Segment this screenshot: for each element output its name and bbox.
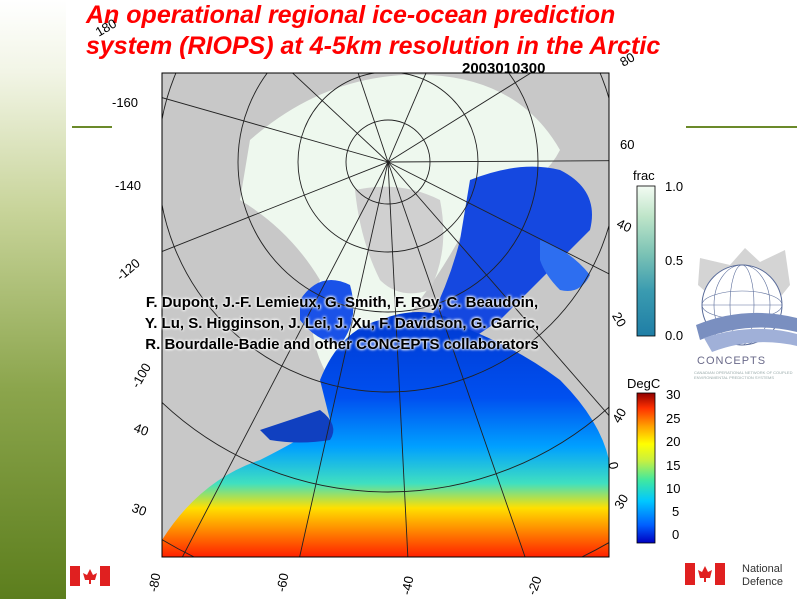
sst-colorbar-title: DegC xyxy=(627,376,661,391)
title-line-1: An operational regional ice-ocean predic… xyxy=(86,1,616,29)
author-credits: F. Dupont, J.-F. Lemieux, G. Smith, F. R… xyxy=(92,292,592,355)
concepts-logo-graphic xyxy=(696,248,797,352)
canada-flag-icon xyxy=(70,566,110,586)
ice-tick-05: 0.5 xyxy=(665,253,684,268)
north-atlantic-sst xyxy=(162,312,609,557)
sst-tick-20: 20 xyxy=(666,434,681,449)
title-line-2: system (RIOPS) at 4-5km resolution in th… xyxy=(86,32,661,60)
canada-flag-icon xyxy=(685,563,725,585)
slide-title: An operational regional ice-ocean predic… xyxy=(86,0,786,62)
nordic-seas xyxy=(430,166,592,340)
sst-colorbar xyxy=(636,392,656,544)
sst-tick-0: 0 xyxy=(672,527,680,542)
national-defence-line-2: Defence xyxy=(742,576,783,588)
lon-label-m40: -40 xyxy=(398,574,417,597)
credits-line-1: F. Dupont, J.-F. Lemieux, G. Smith, F. R… xyxy=(145,294,539,311)
ice-colorbar-title: frac xyxy=(633,168,655,183)
sst-tick-25: 25 xyxy=(666,411,681,426)
national-defence-line-1: National xyxy=(742,563,783,575)
sst-tick-10: 10 xyxy=(666,481,681,496)
lat-label-60: 60 xyxy=(620,137,635,152)
lon-label-m80: -80 xyxy=(145,571,164,594)
map-frame xyxy=(161,72,610,558)
baltic-sea xyxy=(540,240,590,291)
ice-tick-0: 0.0 xyxy=(665,328,684,343)
sst-tick-30: 30 xyxy=(666,387,681,402)
green-gradient-sidebar xyxy=(0,0,66,599)
greenland xyxy=(355,186,444,294)
lon-label-m60: -60 xyxy=(273,571,292,594)
sst-tick-15: 15 xyxy=(666,458,681,473)
credits-line-3: R. Bourdalle-Badie and other CONCEPTS co… xyxy=(145,336,539,353)
model-timestamp: 2003010300 xyxy=(462,60,546,77)
national-defence-label: National Defence xyxy=(742,563,783,589)
lon-label-m140: -140 xyxy=(115,178,142,193)
credits-line-2: Y. Lu, S. Higginson, J. Lei, J. Xu, F. D… xyxy=(144,315,540,332)
ice-fraction-colorbar xyxy=(636,185,656,337)
ice-tick-1: 1.0 xyxy=(665,179,684,194)
hudson-bay xyxy=(300,280,354,345)
gulf-of-st-lawrence xyxy=(260,410,334,443)
concepts-logo-text: CONCEPTS xyxy=(697,355,767,367)
right-divider-line xyxy=(686,126,797,128)
lon-label-m160: -160 xyxy=(112,95,139,110)
concepts-logo-subtitle: CANADIAN OPERATIONAL NETWORK OF COUPLED … xyxy=(694,370,793,380)
left-divider-line xyxy=(72,126,112,128)
sst-tick-5: 5 xyxy=(672,504,680,519)
